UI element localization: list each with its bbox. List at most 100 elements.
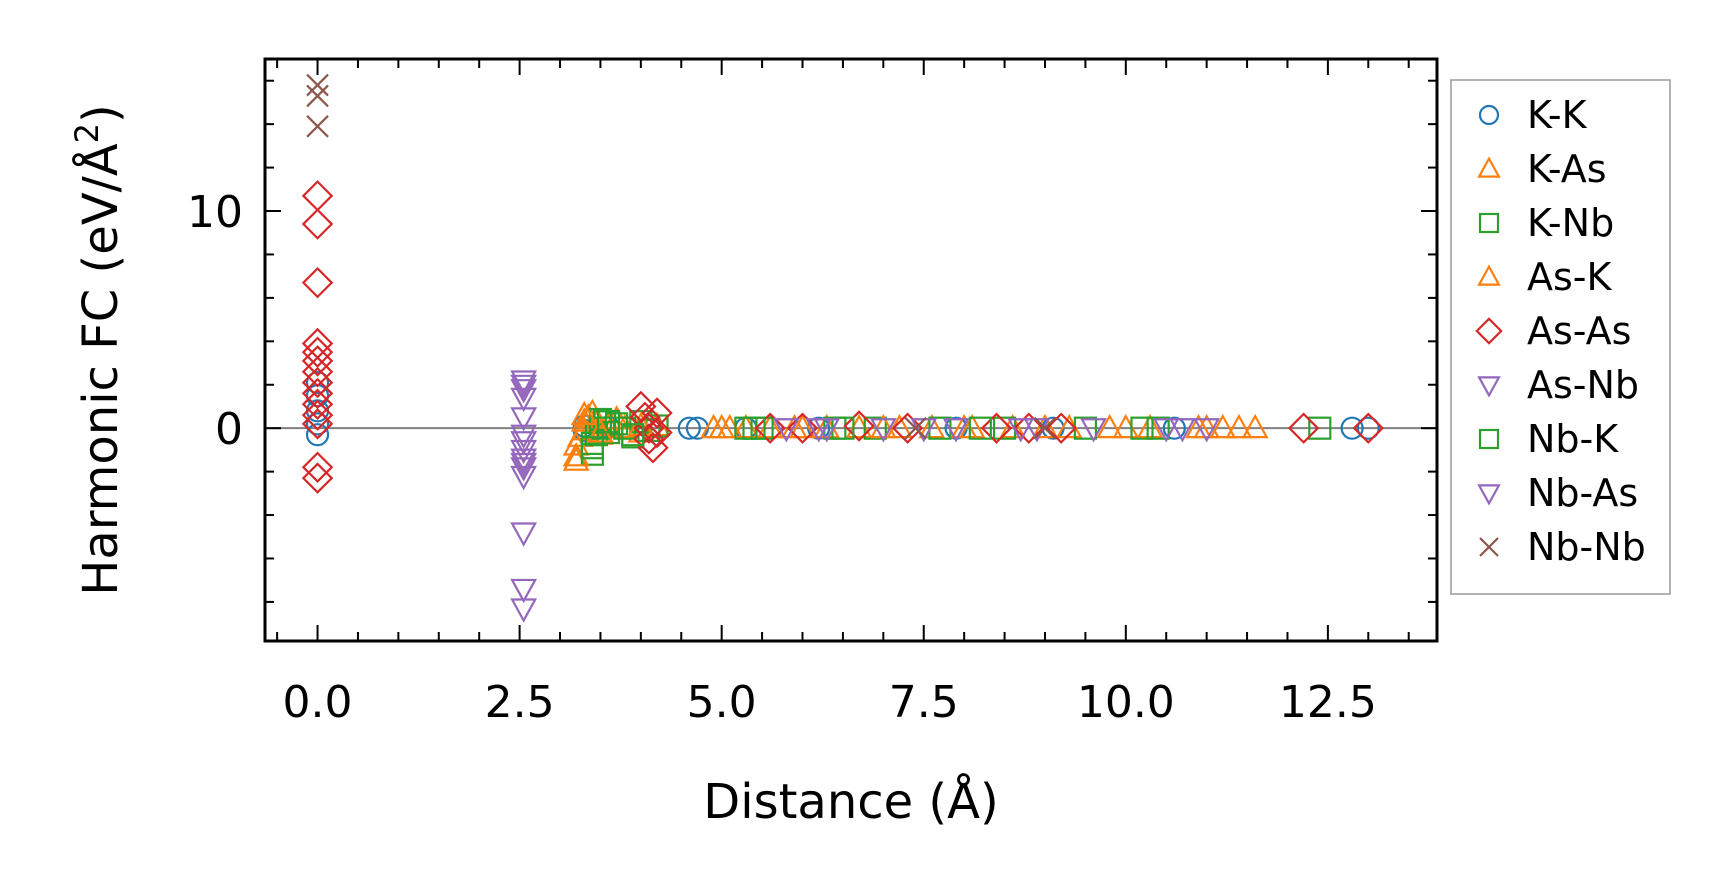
point-as-nb (1152, 418, 1180, 443)
y-tick-label: 0 (215, 404, 243, 455)
point-as-nb (510, 439, 538, 465)
point-as-as (980, 412, 1013, 444)
point-as-nb (510, 387, 538, 413)
point-as-as (301, 377, 334, 410)
point-as-nb (510, 379, 538, 404)
point-k-k (1162, 416, 1186, 440)
legend-marker-k-nb (1478, 212, 1500, 234)
legend: K-K K-As K-Nb As-K As-As As-Nb Nb-K Nb-As Nb-Nb (1450, 79, 1671, 595)
point-as-k (1031, 413, 1059, 439)
point-nb-nb (1033, 416, 1057, 440)
y-tick-label: 10 (187, 187, 243, 238)
point-as-nb (869, 418, 897, 443)
legend-item-nb-nb: Nb-Nb (1479, 525, 1646, 569)
y-axis-title-superscript: 2 (68, 123, 106, 143)
point-as-k (570, 400, 598, 426)
legend-marker-k-as (1477, 156, 1501, 178)
point-k-as (1136, 413, 1164, 439)
legend-label-k-nb: K-Nb (1527, 201, 1614, 245)
legend-item-k-nb: K-Nb (1478, 201, 1614, 245)
legend-item-as-k: As-K (1477, 255, 1613, 299)
point-k-k (677, 416, 701, 440)
point-as-as (843, 410, 875, 442)
legend-label-as-as: As-As (1527, 309, 1631, 353)
point-nb-nb-stroke (904, 416, 927, 440)
point-k-as (1209, 413, 1237, 439)
point-as-k (708, 413, 736, 439)
point-as-as (1287, 412, 1320, 444)
point-as-as (301, 366, 334, 399)
point-k-nb (588, 407, 613, 432)
point-as-as (301, 388, 334, 421)
point-k-as (1225, 413, 1253, 439)
point-k-k (305, 423, 330, 447)
point-nb-nb-stroke (306, 73, 329, 97)
point-as-nb (510, 370, 538, 395)
point-nb-as (510, 374, 538, 400)
legend-marker-as-k (1477, 264, 1501, 286)
legend-item-nb-k: Nb-K (1478, 417, 1619, 461)
point-nb-nb-stroke (306, 84, 329, 108)
point-as-nb (510, 457, 538, 482)
legend-label-k-as: K-As (1527, 147, 1607, 191)
legend-label-k-k: K-K (1527, 93, 1588, 137)
point-k-k (1340, 416, 1364, 440)
legend-label-as-k: As-K (1527, 255, 1613, 299)
point-k-as (918, 413, 946, 439)
legend-item-as-as: As-As (1475, 309, 1631, 353)
point-nb-as (1168, 418, 1196, 443)
x-tick-label: 7.5 (889, 677, 959, 728)
point-as-as (641, 397, 673, 429)
point-as-nb (510, 578, 538, 604)
legend-item-k-as: K-As (1477, 147, 1607, 191)
legend-label-nb-k: Nb-K (1527, 417, 1619, 461)
point-as-nb (510, 522, 538, 547)
point-as-as (1013, 412, 1045, 444)
point-nb-k (621, 423, 645, 447)
point-nb-nb (306, 73, 329, 97)
point-as-k (869, 413, 897, 439)
x-tick-label: 12.5 (1279, 677, 1377, 728)
point-as-as (301, 345, 334, 377)
point-as-as (301, 266, 334, 299)
point-nb-nb (306, 115, 329, 138)
point-nb-k (580, 436, 604, 460)
legend-label-nb-nb: Nb-Nb (1527, 525, 1646, 569)
point-as-k (789, 413, 816, 439)
point-as-nb (510, 598, 538, 623)
legend-box (1450, 79, 1671, 595)
point-nb-as (510, 452, 538, 478)
point-nb-as (813, 418, 841, 443)
y-axis-title-close: ) (73, 104, 129, 123)
y-axis-title-main: Harmonic FC (eV/Å (72, 143, 129, 596)
point-as-as (301, 355, 334, 388)
x-tick-label: 10.0 (1077, 677, 1175, 728)
point-as-nb (510, 448, 538, 473)
point-as-as (301, 336, 334, 368)
point-nb-k (596, 410, 621, 434)
point-as-as (301, 399, 334, 431)
point-as-nb (1007, 418, 1035, 443)
legend-marker-nb-nb (1479, 537, 1499, 557)
point-as-nb (510, 424, 538, 450)
legend-marker-as-as (1475, 317, 1503, 345)
point-nb-k (968, 416, 992, 440)
point-nb-nb-stroke (1033, 416, 1057, 440)
point-as-nb (510, 465, 538, 491)
point-as-nb (1193, 418, 1221, 443)
point-as-nb (942, 418, 970, 443)
legend-item-nb-as: Nb-As (1477, 471, 1638, 515)
point-as-as (301, 408, 334, 440)
legend-marker-k-k (1478, 104, 1500, 126)
x-tick-label: 2.5 (485, 677, 555, 728)
x-tick-label: 0.0 (283, 677, 353, 728)
point-as-as (301, 208, 334, 240)
legend-label-nb-as: Nb-As (1527, 471, 1638, 515)
point-as-k (1193, 413, 1221, 439)
point-k-k (1356, 416, 1380, 440)
legend-marker-nb-as (1477, 484, 1501, 506)
point-as-as (891, 412, 924, 444)
point-k-as (1096, 413, 1124, 439)
